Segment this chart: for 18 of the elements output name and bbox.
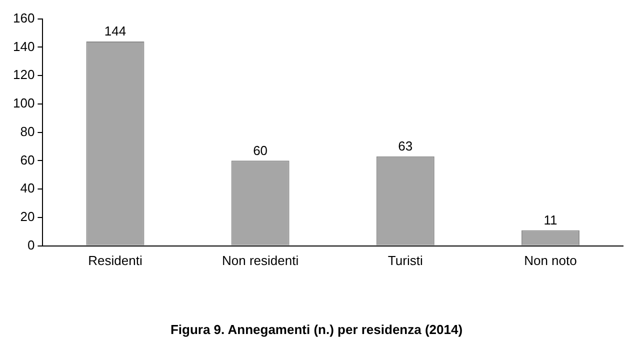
- text: Figura 9. Annegamenti (n.) per residenza (2014): [170, 322, 463, 337]
- y-tick-label: 40: [20, 180, 35, 196]
- y-tick-label: 80: [20, 124, 35, 139]
- x-tick-label: Non noto: [524, 253, 577, 268]
- y-tick-label: 120: [12, 67, 35, 82]
- y-tick-label: 140: [12, 38, 35, 54]
- y-tick-label: 60: [20, 152, 35, 168]
- x-tick-label: Non residenti: [222, 253, 299, 268]
- data-label: 63: [398, 138, 413, 154]
- data-label: 144: [104, 24, 126, 39]
- x-tick-label: Turisti: [388, 253, 423, 268]
- y-tick-label: 100: [12, 96, 35, 111]
- x-tick-label: Residenti: [88, 253, 142, 268]
- y-tick-label: 160: [12, 10, 35, 26]
- data-label: 60: [253, 142, 268, 158]
- y-tick-label: 20: [20, 209, 35, 224]
- y-tick-label: 0: [27, 237, 35, 252]
- data-label: 11: [544, 212, 558, 228]
